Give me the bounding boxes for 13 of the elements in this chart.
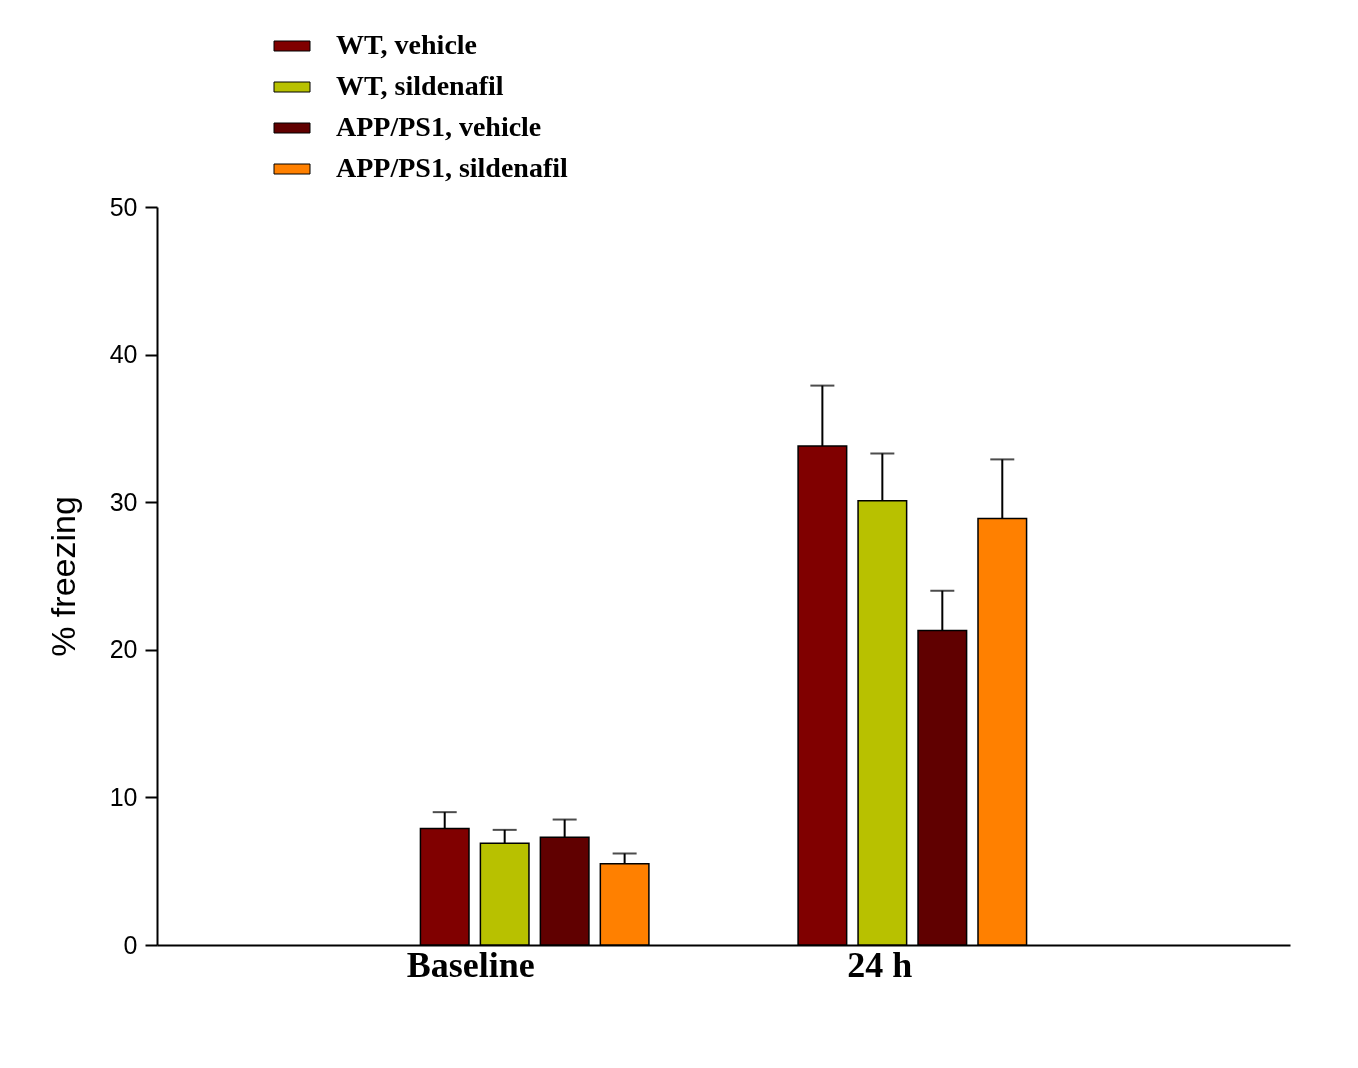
legend-label: APP/PS1, sildenafil	[336, 152, 569, 183]
y-tick-label: 30	[109, 487, 138, 516]
legend-label: WT, sildenafil	[336, 70, 504, 101]
y-tick-label: 0	[123, 930, 138, 959]
x-tick-label: Baseline	[406, 944, 535, 985]
legend-label: APP/PS1, vehicle	[336, 111, 542, 142]
y-axis-title: % freezing	[43, 496, 82, 657]
legend-label: WT, vehicle	[336, 29, 478, 60]
y-tick-label: 10	[109, 782, 138, 811]
y-tick-label: 20	[109, 635, 138, 664]
y-tick-label: 50	[109, 192, 138, 221]
x-tick-label: 24 h	[847, 944, 913, 985]
y-tick-label: 40	[109, 340, 138, 369]
